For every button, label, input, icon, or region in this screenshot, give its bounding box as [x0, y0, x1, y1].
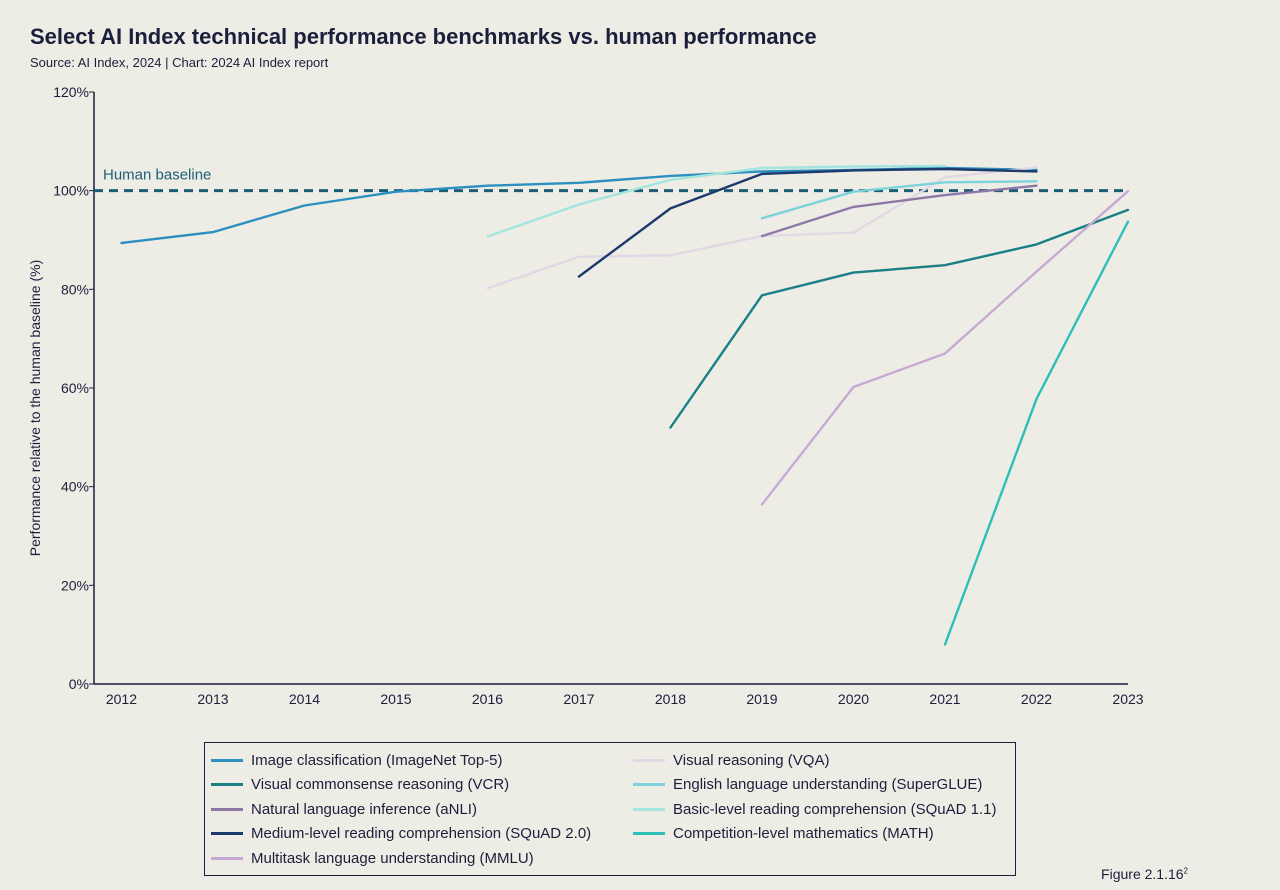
- legend-item: Multitask language understanding (MMLU): [211, 847, 534, 869]
- legend-label: Multitask language understanding (MMLU): [251, 849, 534, 867]
- legend-label: Medium-level reading comprehension (SQuA…: [251, 825, 592, 842]
- series-line-1: [486, 166, 1038, 290]
- legend-label: Visual commonsense reasoning (VCR): [251, 776, 510, 793]
- baseline-label: Human baseline: [103, 167, 211, 184]
- y-tick-label: 100%: [53, 183, 89, 199]
- x-tick-label: 2012: [106, 691, 137, 707]
- x-tick-label: 2019: [746, 691, 777, 707]
- y-tick-label: 80%: [61, 281, 89, 297]
- y-tick-label: 60%: [61, 380, 89, 396]
- legend-swatch: [633, 832, 665, 835]
- x-tick-label: 2023: [1112, 691, 1143, 707]
- figure-label: Figure 2.1.162: [1101, 866, 1188, 882]
- line-chart: 0% 20% 40% 60% 80% 100% 120% Performance relati…: [27, 84, 1144, 707]
- x-tick-label: 2018: [655, 691, 686, 707]
- x-tick-label: 2015: [380, 691, 411, 707]
- human-baseline: Human baseline: [94, 167, 1128, 193]
- series-line-4: [760, 184, 1038, 238]
- figure-note-marker: 2: [1183, 866, 1188, 876]
- legend-item: English language understanding (SuperGLU…: [633, 774, 982, 796]
- legend-label: Competition-level mathematics (MATH): [673, 825, 934, 842]
- x-tick-label: 2014: [289, 691, 320, 707]
- legend-item: Visual commonsense reasoning (VCR): [211, 774, 509, 796]
- x-tick-label: 2013: [197, 691, 228, 707]
- y-tick-label: 120%: [53, 84, 89, 100]
- x-tick-label: 2021: [929, 691, 960, 707]
- legend: Image classification (ImageNet Top-5) Vis…: [204, 742, 1016, 876]
- x-tick-label: 2017: [563, 691, 594, 707]
- chart-subtitle: Source: AI Index, 2024 | Chart: 2024 AI …: [30, 55, 329, 70]
- legend-swatch: [633, 758, 665, 762]
- x-axis: 2012 2013 2014 2015 2016 2017 2018 2019 2020 2021…: [94, 683, 1144, 707]
- series-line-3: [760, 180, 1038, 220]
- y-axis-label: Performance relative to the human baseli…: [27, 260, 43, 556]
- legend-label: Basic-level reading comprehension (SQuAD…: [673, 800, 997, 818]
- series-lines: [120, 164, 1130, 646]
- y-tick-label: 20%: [61, 577, 89, 593]
- legend-label: Visual reasoning (VQA): [673, 751, 830, 769]
- legend-swatch: [633, 807, 665, 811]
- x-tick-label: 2022: [1021, 691, 1052, 707]
- legend-item: Image classification (ImageNet Top-5): [211, 749, 503, 771]
- y-tick-label: 40%: [61, 479, 89, 495]
- series-line-7: [943, 220, 1130, 646]
- legend-label: Natural language inference (aNLI): [251, 800, 477, 818]
- legend-item: Basic-level reading comprehension (SQuAD…: [633, 798, 997, 820]
- legend-swatch: [633, 783, 665, 786]
- x-tick-label: 2016: [472, 691, 503, 707]
- legend-label: Image classification (ImageNet Top-5): [251, 751, 503, 769]
- legend-label: English language understanding (SuperGLU…: [673, 776, 983, 793]
- y-axis: 0% 20% 40% 60% 80% 100% 120% Performance relati…: [27, 84, 95, 692]
- legend-item: Medium-level reading comprehension (SQuA…: [211, 823, 591, 845]
- x-tick-label: 2020: [838, 691, 869, 707]
- legend-swatch: [211, 807, 243, 811]
- legend-swatch: [211, 856, 243, 860]
- figure-number: Figure 2.1.16: [1101, 866, 1184, 882]
- legend-swatch: [211, 832, 243, 835]
- legend-swatch: [211, 783, 243, 786]
- series-line-2: [669, 208, 1130, 429]
- y-tick-label: 0%: [69, 676, 89, 692]
- legend-item: Visual reasoning (VQA): [633, 749, 829, 771]
- chart-title: Select AI Index technical performance be…: [30, 24, 817, 49]
- legend-item: Competition-level mathematics (MATH): [633, 823, 934, 845]
- legend-swatch: [211, 758, 243, 762]
- series-line-5: [486, 164, 947, 238]
- series-line-8: [760, 189, 1130, 506]
- legend-item: Natural language inference (aNLI): [211, 798, 477, 820]
- series-line-6: [577, 167, 1038, 278]
